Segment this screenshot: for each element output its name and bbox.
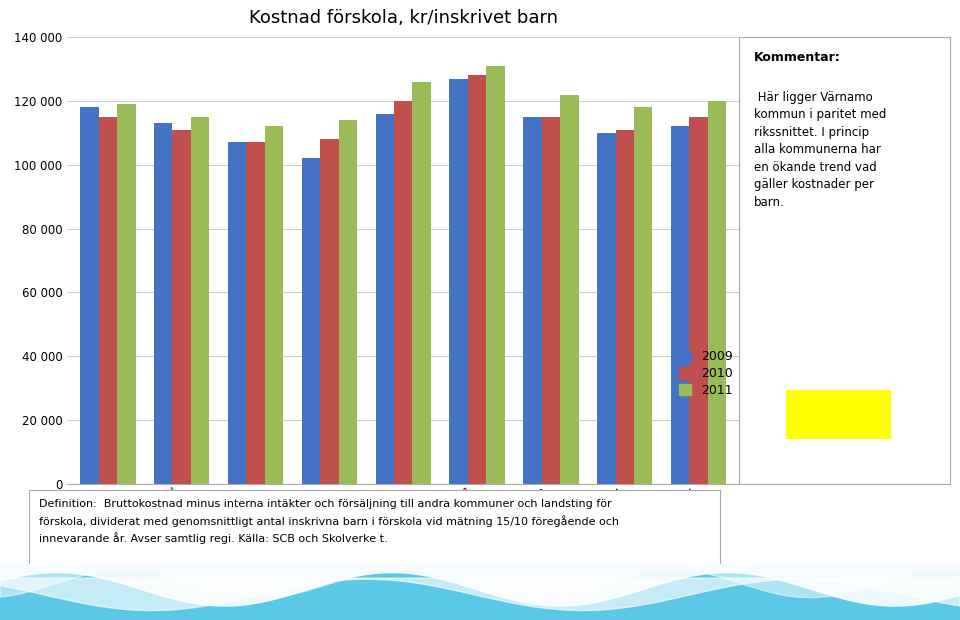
Bar: [339, 120, 357, 484]
Bar: [708, 101, 727, 484]
Bar: [394, 101, 413, 484]
Bar: [301, 158, 320, 484]
Bar: [228, 143, 247, 484]
Text: Här ligger Värnamo
kommun i paritet med
rikssnittet. I princip
alla kommunerna h: Här ligger Värnamo kommun i paritet med …: [754, 91, 886, 209]
Bar: [541, 117, 560, 484]
Bar: [320, 140, 339, 484]
Bar: [375, 113, 394, 484]
Bar: [523, 117, 541, 484]
Bar: [173, 130, 191, 484]
Bar: [154, 123, 173, 484]
Bar: [560, 95, 579, 484]
Legend: 2009, 2010, 2011: 2009, 2010, 2011: [679, 350, 732, 397]
Bar: [615, 130, 634, 484]
Bar: [468, 76, 487, 484]
Text: Definition:  Bruttokostnad minus interna intäkter och försäljning till andra kom: Definition: Bruttokostnad minus interna …: [39, 500, 619, 544]
Bar: [413, 82, 431, 484]
Bar: [265, 126, 283, 484]
Bar: [671, 126, 689, 484]
Bar: [99, 117, 117, 484]
Bar: [634, 107, 653, 484]
Title: Kostnad förskola, kr/inskrivet barn: Kostnad förskola, kr/inskrivet barn: [249, 9, 558, 27]
Text: Kommentar:: Kommentar:: [754, 51, 841, 64]
Bar: [247, 143, 265, 484]
Bar: [689, 117, 708, 484]
Bar: [487, 66, 505, 484]
Bar: [597, 133, 615, 484]
Bar: [80, 107, 99, 484]
FancyBboxPatch shape: [785, 390, 891, 439]
Bar: [117, 104, 135, 484]
Bar: [449, 79, 468, 484]
Bar: [191, 117, 209, 484]
